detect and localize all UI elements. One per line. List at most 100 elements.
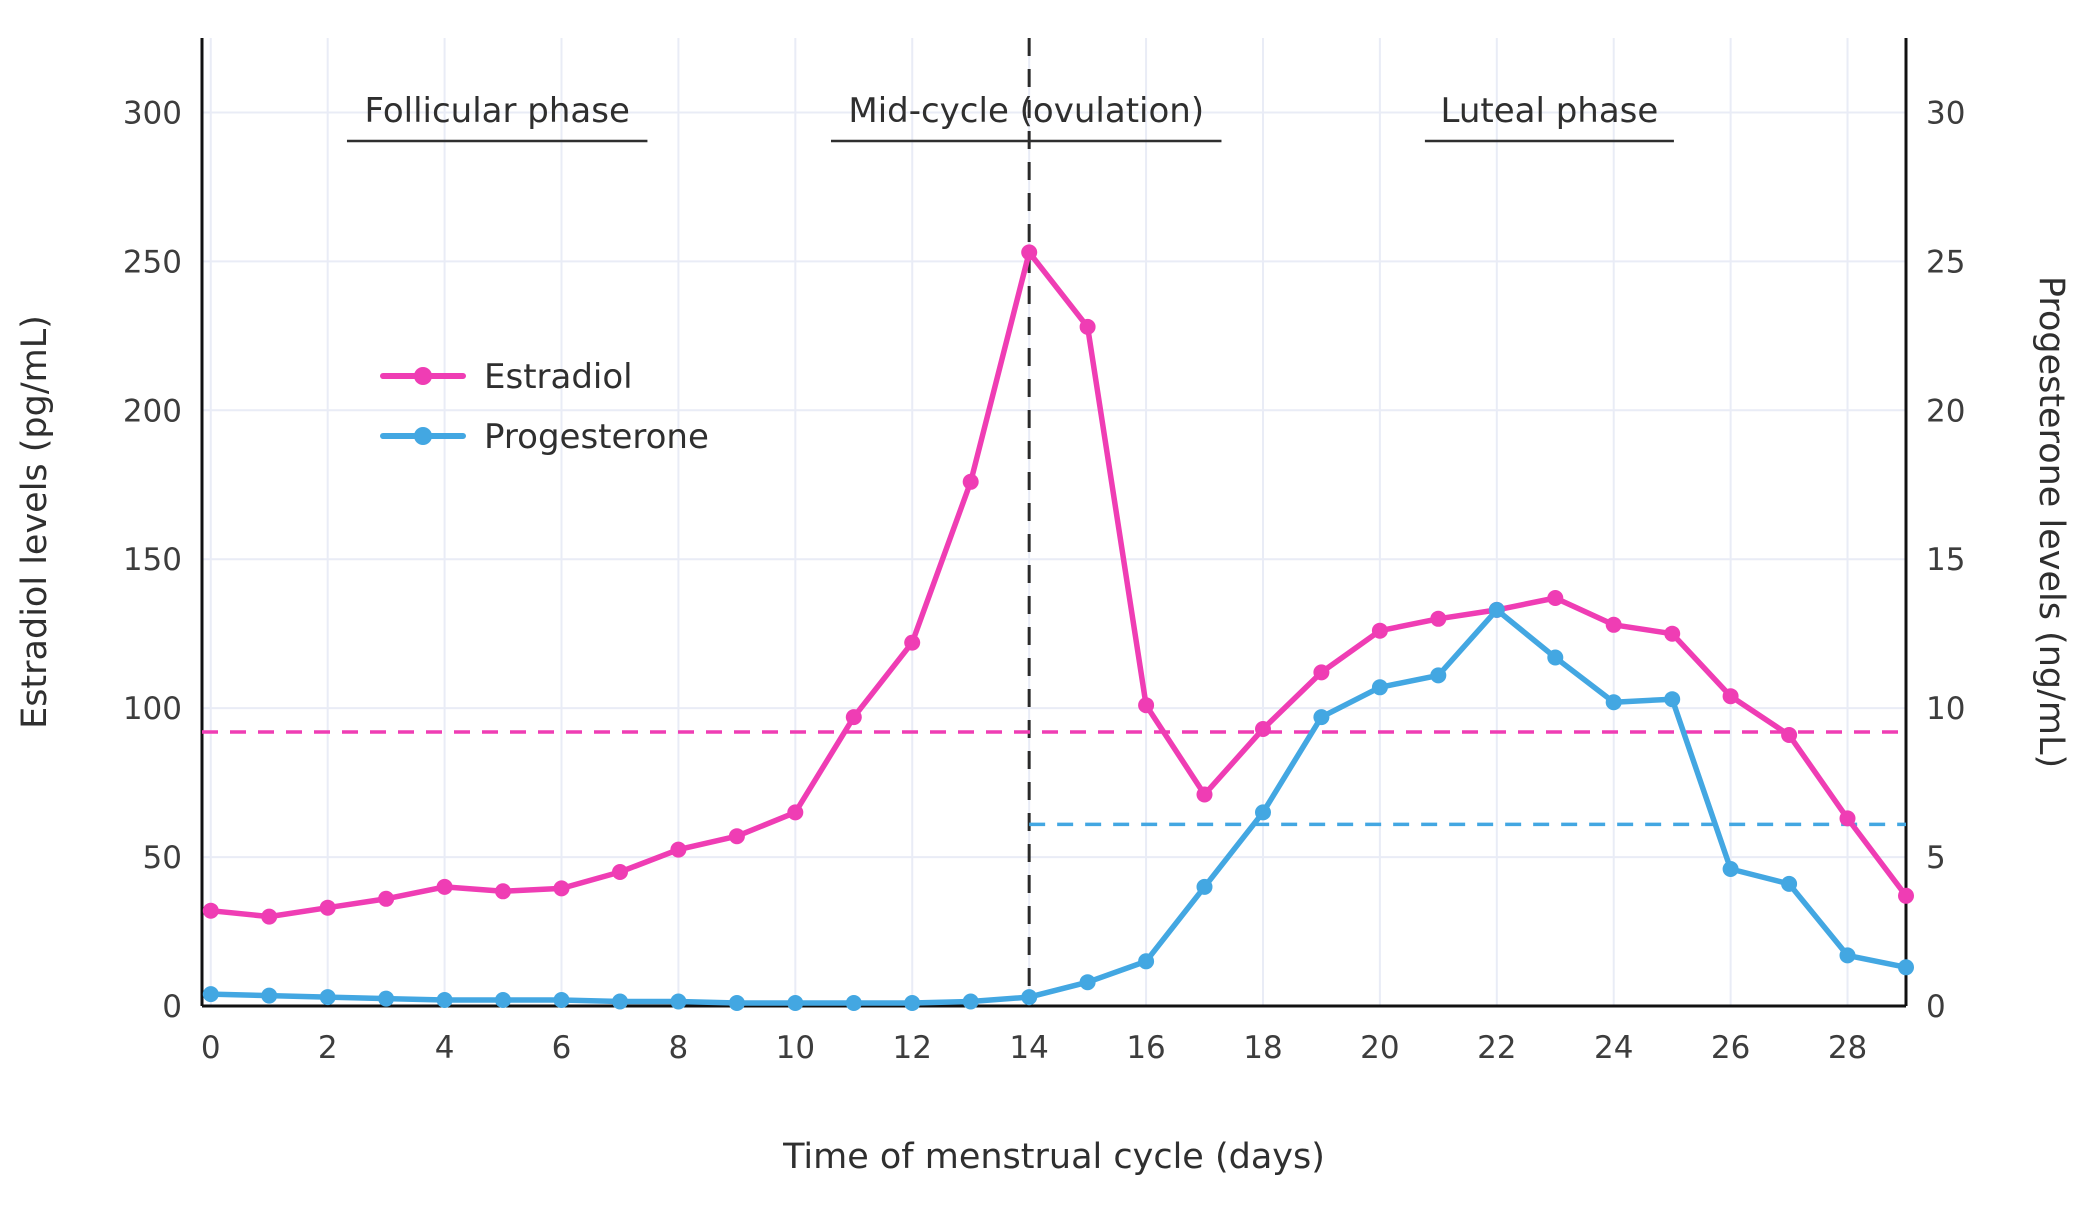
marker-estradiol xyxy=(728,828,745,845)
y-left-axis-title: Estradiol levels (pg/mL) xyxy=(15,315,55,729)
marker-estradiol xyxy=(1371,622,1388,639)
marker-progesterone xyxy=(1255,804,1271,821)
series-line-progesterone xyxy=(208,607,1909,1006)
marker-progesterone xyxy=(1488,601,1505,618)
y-left-tick-label: 50 xyxy=(143,840,182,876)
marker-estradiol xyxy=(962,473,979,490)
marker-progesterone xyxy=(436,992,453,1008)
marker-progesterone xyxy=(1430,667,1447,684)
y-left-tick-label: 0 xyxy=(162,989,182,1025)
marker-progesterone xyxy=(1547,649,1564,666)
marker-progesterone xyxy=(261,987,278,1004)
marker-progesterone xyxy=(1722,861,1739,877)
y-right-tick-label: 30 xyxy=(1926,95,1965,131)
marker-progesterone xyxy=(202,986,219,1003)
legend-marker-progesterone xyxy=(414,427,432,445)
marker-progesterone xyxy=(1313,709,1330,726)
series-line-estradiol xyxy=(208,249,1909,920)
x-tick-label: 0 xyxy=(201,1030,221,1066)
marker-estradiol xyxy=(1079,318,1096,335)
marker-estradiol xyxy=(1196,786,1213,803)
x-tick-label: 14 xyxy=(1009,1030,1048,1066)
marker-progesterone xyxy=(1605,694,1622,711)
marker-progesterone xyxy=(1781,875,1798,892)
marker-progesterone xyxy=(904,995,921,1011)
marker-progesterone xyxy=(1664,691,1681,708)
marker-estradiol xyxy=(1021,244,1038,261)
x-tick-label: 12 xyxy=(893,1030,932,1066)
marker-progesterone xyxy=(1021,989,1038,1006)
marker-progesterone xyxy=(845,995,862,1011)
x-axis-title: Time of menstrual cycle (days) xyxy=(782,1137,1325,1177)
marker-estradiol xyxy=(904,634,921,651)
x-tick-label: 24 xyxy=(1594,1030,1633,1066)
marker-progesterone xyxy=(670,993,687,1010)
x-tick-label: 6 xyxy=(552,1030,572,1066)
y-right-axis-title: Progesterone levels (ng/mL) xyxy=(2031,276,2071,768)
y-left-tick-label: 150 xyxy=(123,542,182,578)
marker-estradiol xyxy=(670,841,687,858)
marker-progesterone xyxy=(1196,878,1213,895)
marker-estradiol xyxy=(1664,625,1681,642)
y-right-tick-label: 5 xyxy=(1926,840,1946,876)
marker-progesterone xyxy=(612,993,628,1010)
x-tick-label: 22 xyxy=(1477,1030,1516,1066)
phase-label: Luteal phase xyxy=(1440,91,1658,131)
marker-progesterone xyxy=(728,995,745,1011)
marker-progesterone xyxy=(1079,974,1096,991)
marker-estradiol xyxy=(1605,616,1622,633)
marker-estradiol xyxy=(1898,887,1914,904)
x-tick-label: 20 xyxy=(1360,1030,1399,1066)
y-left-tick-label: 250 xyxy=(123,244,182,280)
y-right-tick-label: 15 xyxy=(1926,542,1965,578)
marker-progesterone xyxy=(553,992,570,1008)
marker-progesterone xyxy=(319,989,336,1006)
marker-estradiol xyxy=(787,804,804,821)
marker-estradiol xyxy=(1430,610,1447,627)
marker-estradiol xyxy=(1138,697,1155,714)
y-right-tick-label: 20 xyxy=(1926,393,1965,429)
legend-label-estradiol: Estradiol xyxy=(484,357,633,397)
legend-marker-estradiol xyxy=(414,367,432,385)
marker-estradiol xyxy=(1839,810,1856,827)
marker-progesterone xyxy=(962,993,979,1010)
x-tick-label: 2 xyxy=(318,1030,338,1066)
x-tick-label: 18 xyxy=(1243,1030,1282,1066)
phase-label: Follicular phase xyxy=(365,91,630,131)
marker-progesterone xyxy=(787,995,804,1011)
marker-estradiol xyxy=(495,883,511,900)
marker-estradiol xyxy=(1781,727,1798,743)
marker-progesterone xyxy=(378,990,395,1007)
marker-estradiol xyxy=(1547,590,1564,606)
marker-estradiol xyxy=(378,890,395,907)
marker-estradiol xyxy=(202,902,219,919)
marker-estradiol xyxy=(1255,721,1271,737)
marker-estradiol xyxy=(612,864,628,880)
phase-label: Mid-cycle (ovulation) xyxy=(848,91,1204,131)
x-tick-label: 4 xyxy=(435,1030,455,1066)
y-left-tick-label: 200 xyxy=(123,393,182,429)
marker-estradiol xyxy=(1722,688,1739,705)
marker-estradiol xyxy=(261,908,278,925)
marker-progesterone xyxy=(1898,959,1914,976)
legend-label-progesterone: Progesterone xyxy=(484,417,709,457)
marker-progesterone xyxy=(1138,953,1155,970)
marker-progesterone xyxy=(1371,679,1388,696)
marker-estradiol xyxy=(319,899,336,916)
y-right-tick-label: 0 xyxy=(1926,989,1946,1025)
y-left-tick-label: 300 xyxy=(123,95,182,131)
marker-progesterone xyxy=(495,992,511,1008)
marker-progesterone xyxy=(1839,947,1856,964)
marker-estradiol xyxy=(436,878,453,895)
x-tick-label: 8 xyxy=(669,1030,689,1066)
x-tick-label: 26 xyxy=(1711,1030,1750,1066)
y-right-tick-label: 10 xyxy=(1926,691,1965,727)
marker-estradiol xyxy=(1313,664,1330,681)
marker-estradiol xyxy=(845,709,862,726)
x-tick-label: 10 xyxy=(776,1030,815,1066)
y-left-tick-label: 100 xyxy=(123,691,182,727)
x-tick-label: 16 xyxy=(1126,1030,1165,1066)
marker-estradiol xyxy=(553,880,570,897)
